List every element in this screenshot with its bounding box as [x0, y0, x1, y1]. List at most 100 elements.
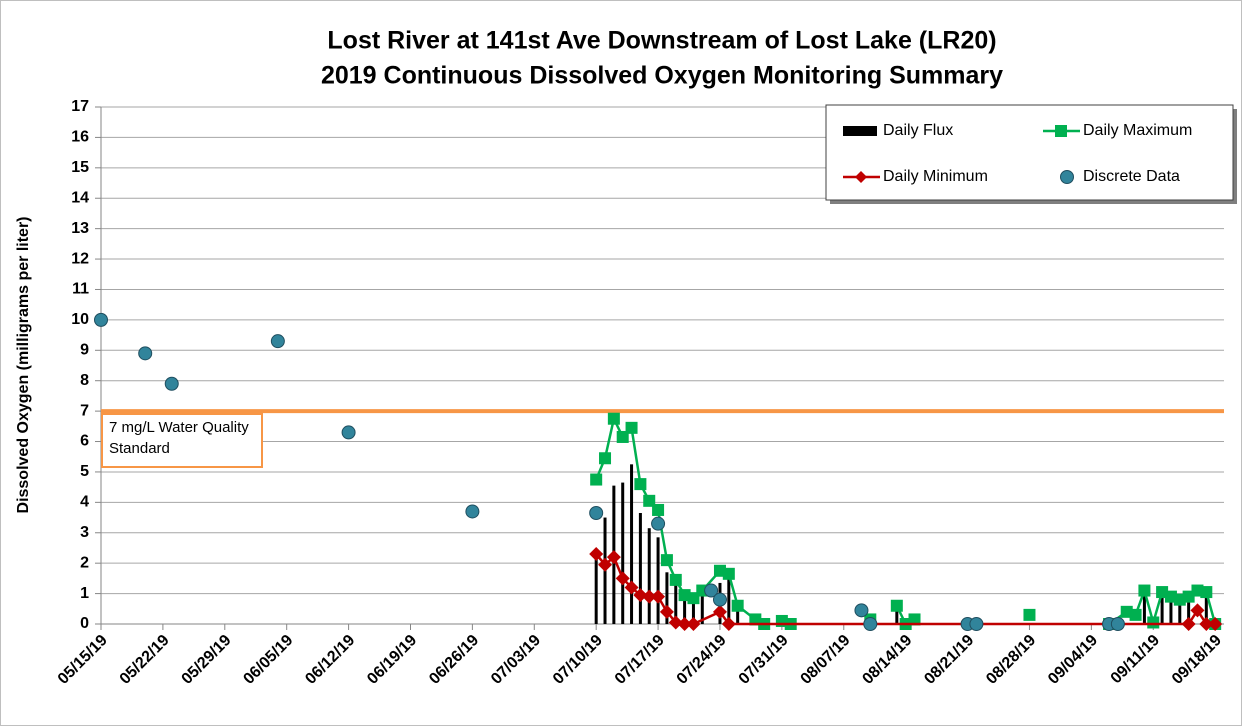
max-marker: [625, 421, 638, 434]
y-tick-label: 10: [71, 311, 89, 328]
discrete-point: [854, 603, 869, 618]
max-marker: [669, 573, 682, 586]
min-marker: [615, 571, 630, 586]
flux-bar: [736, 605, 740, 624]
y-tick-label: 3: [80, 524, 89, 541]
reference-annotation: 7 mg/L Water Quality Standard: [101, 413, 263, 469]
min-marker: [624, 580, 639, 595]
flux-bar: [895, 605, 899, 624]
legend-swatch: [843, 126, 877, 136]
max-marker: [890, 599, 903, 612]
flux-bar: [1187, 596, 1191, 624]
min-marker: [598, 557, 613, 572]
flux-bar: [638, 512, 642, 624]
y-tick-label: 13: [71, 220, 89, 237]
min-marker: [1208, 617, 1223, 631]
legend-label: Daily Flux: [883, 122, 953, 139]
y-tick-label: 6: [80, 433, 89, 450]
max-marker: [908, 613, 921, 626]
max-marker: [634, 478, 647, 491]
discrete-point: [94, 312, 108, 327]
max-marker: [731, 599, 744, 612]
max-marker: [590, 473, 603, 486]
y-tick-label: 15: [71, 159, 89, 176]
min-marker: [668, 615, 683, 630]
min-marker: [1190, 603, 1205, 618]
flux-bar: [683, 595, 687, 624]
chart-subtitle: 2019 Continuous Dissolved Oxygen Monitor…: [321, 62, 1003, 90]
y-tick-label: 5: [80, 463, 89, 480]
discrete-point: [651, 516, 666, 531]
max-marker: [599, 452, 612, 465]
chart-title: Lost River at 141st Ave Downstream of Lo…: [327, 27, 996, 55]
y-tick-label: 8: [80, 372, 89, 389]
flux-bar: [1204, 592, 1208, 624]
discrete-point: [465, 504, 480, 519]
discrete-point: [589, 505, 604, 520]
flux-bar: [656, 537, 660, 624]
min-marker: [1199, 617, 1214, 631]
max-marker: [1138, 584, 1151, 597]
min-marker: [677, 617, 692, 631]
discrete-point: [164, 376, 179, 391]
max-marker: [652, 503, 665, 516]
min-marker: [633, 588, 648, 603]
max-marker: [1129, 608, 1142, 621]
legend-marker: [1055, 125, 1067, 137]
discrete-point: [341, 425, 356, 440]
legend-label: Daily Minimum: [883, 168, 988, 185]
flux-bar: [674, 582, 678, 624]
discrete-point: [270, 334, 285, 349]
y-axis-label: Dissolved Oxygen (milligrams per liter): [15, 217, 32, 514]
max-marker: [660, 554, 673, 567]
min-marker: [651, 589, 666, 604]
y-tick-label: 2: [80, 554, 89, 571]
flux-bar: [1160, 592, 1164, 624]
y-tick-label: 14: [71, 189, 89, 206]
flux-bar: [1142, 590, 1146, 624]
discrete-point: [704, 583, 719, 598]
legend-marker: [1060, 170, 1074, 184]
min-marker: [1181, 617, 1196, 631]
max-marker: [616, 430, 629, 443]
min-marker: [589, 547, 604, 562]
max-marker: [1147, 616, 1160, 629]
legend-box: [825, 104, 1234, 201]
y-tick-label: 12: [71, 250, 89, 267]
min-marker: [606, 550, 621, 565]
y-tick-label: 16: [71, 129, 89, 146]
flux-bar: [630, 464, 634, 624]
flux-bar: [621, 482, 625, 624]
y-tick-label: 11: [72, 281, 89, 298]
max-marker: [722, 567, 735, 580]
min-marker: [659, 604, 674, 619]
y-tick-label: 1: [80, 585, 89, 602]
flux-bar: [700, 590, 704, 624]
flux-bar: [691, 598, 695, 624]
min-marker: [642, 589, 657, 604]
discrete-point: [138, 346, 153, 361]
y-tick-label: 17: [71, 98, 89, 115]
y-tick-label: 4: [80, 494, 89, 511]
max-marker: [1023, 608, 1036, 621]
legend-marker: [855, 171, 867, 183]
max-marker: [607, 412, 620, 425]
discrete-point: [712, 592, 727, 607]
flux-bar: [594, 549, 598, 624]
discrete-point: [1110, 617, 1125, 631]
y-tick-label: 0: [80, 615, 89, 632]
min-marker: [712, 604, 727, 619]
y-tick-label: 9: [80, 342, 89, 359]
max-marker: [1200, 586, 1213, 599]
flux-bar: [1169, 596, 1173, 624]
legend-label: Daily Maximum: [1083, 122, 1192, 139]
y-tick-label: 7: [80, 402, 89, 419]
discrete-point: [863, 617, 878, 631]
min-marker: [721, 617, 736, 631]
legend-label: Discrete Data: [1083, 168, 1180, 185]
flux-bar: [1178, 599, 1182, 624]
flux-bar: [727, 573, 731, 624]
flux-bar: [665, 572, 669, 624]
